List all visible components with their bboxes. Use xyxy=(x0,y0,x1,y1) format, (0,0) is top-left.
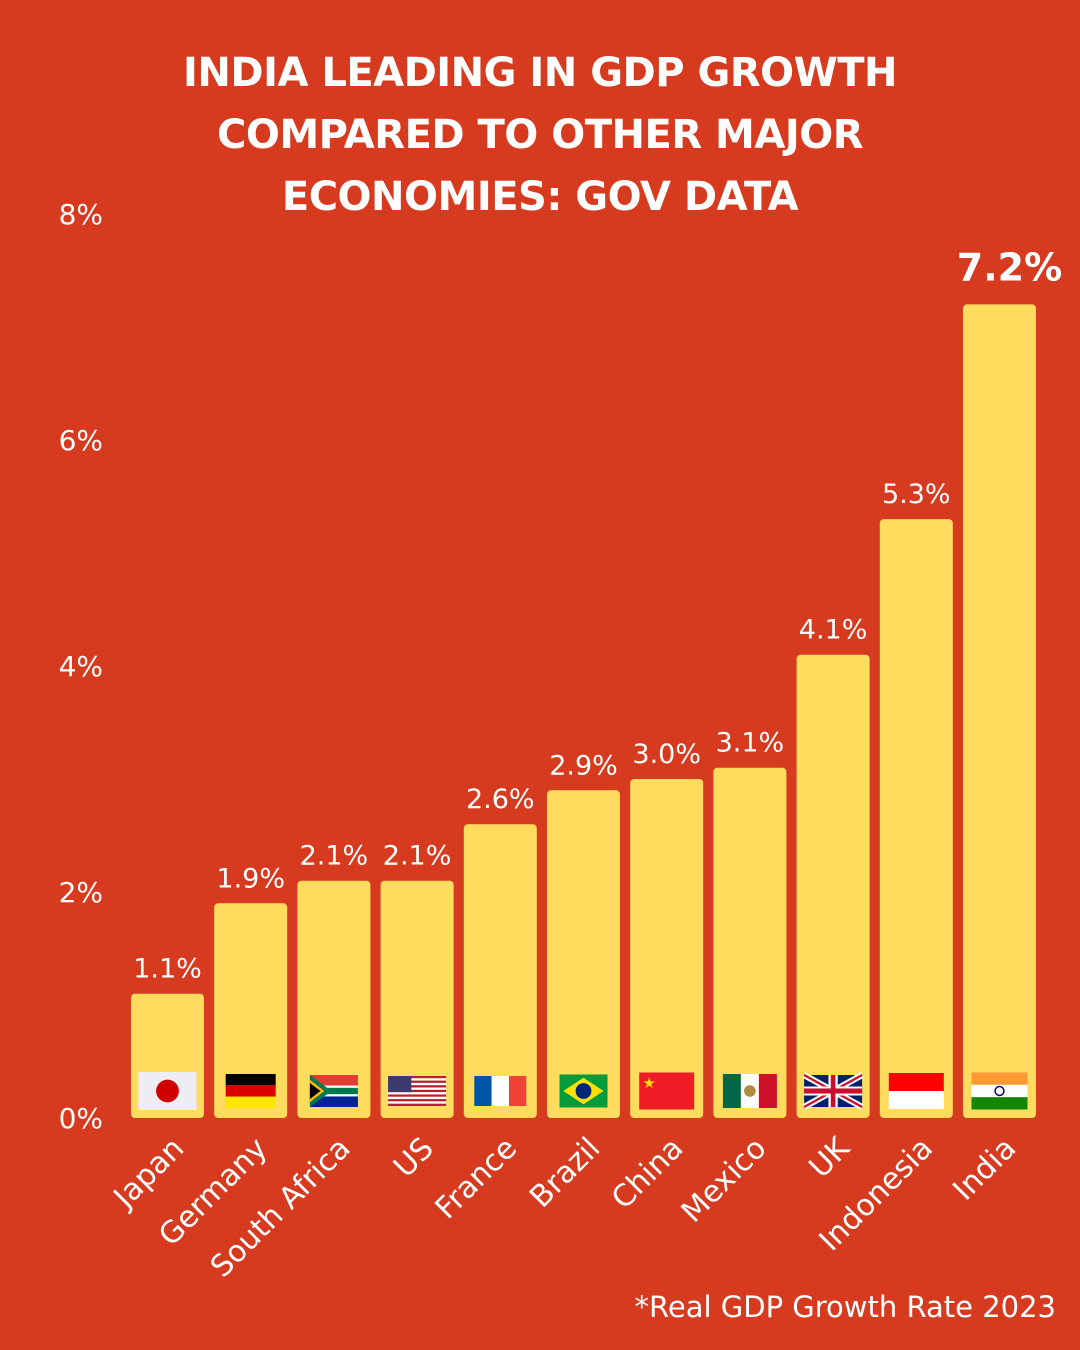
x-tick-label: US xyxy=(387,1131,441,1185)
data-label: 2.6% xyxy=(466,784,535,815)
germany-flag xyxy=(225,1074,276,1108)
bar-mexico xyxy=(713,767,787,1118)
bar-uk xyxy=(796,654,870,1118)
indonesia-flag xyxy=(888,1073,944,1109)
us-flag xyxy=(388,1076,447,1106)
bar-south-africa xyxy=(297,880,371,1118)
data-label: 1.9% xyxy=(216,863,285,894)
mexico-flag xyxy=(722,1074,777,1108)
bar-brazil xyxy=(547,790,620,1118)
x-tick-label: India xyxy=(946,1131,1023,1208)
title-line: INDIA LEADING IN GDP GROWTH xyxy=(183,50,898,96)
south-africa-flag xyxy=(309,1075,358,1107)
data-label: 7.2% xyxy=(957,245,1062,289)
bar-us xyxy=(380,880,454,1118)
title-line: COMPARED TO OTHER MAJOR xyxy=(217,112,864,158)
data-label: 3.0% xyxy=(632,739,701,770)
bar-france xyxy=(463,824,537,1118)
footnote: *Real GDP Growth Rate 2023 xyxy=(634,1290,1056,1324)
uk-flag xyxy=(802,1072,864,1110)
x-tick-label: Mexico xyxy=(675,1131,774,1230)
data-label: 2.1% xyxy=(300,841,369,872)
data-label: 5.3% xyxy=(882,479,951,510)
chart-title: INDIA LEADING IN GDP GROWTH COMPARED TO … xyxy=(0,42,1080,228)
data-label: 3.1% xyxy=(716,728,785,759)
y-tick-label: 4% xyxy=(59,650,103,683)
china-flag: ★ xyxy=(639,1072,695,1110)
title-line: ECONOMIES: GOV DATA xyxy=(281,174,799,220)
bar-indonesia xyxy=(879,519,953,1118)
x-tick-label: UK xyxy=(803,1130,858,1185)
data-label: 4.1% xyxy=(799,615,868,646)
data-label: 2.1% xyxy=(383,841,452,872)
y-tick-label: 8% xyxy=(59,198,103,231)
india-flag xyxy=(971,1072,1028,1110)
y-tick-label: 6% xyxy=(59,424,103,457)
bar-germany xyxy=(214,903,288,1118)
data-label: 2.9% xyxy=(549,750,618,781)
france-flag xyxy=(474,1076,527,1106)
svg-text:★: ★ xyxy=(642,1075,655,1092)
brazil-flag xyxy=(559,1074,608,1108)
y-tick-label: 2% xyxy=(59,876,103,909)
x-tick-label: France xyxy=(429,1131,524,1226)
bar-india xyxy=(963,304,1036,1118)
japan-flag xyxy=(138,1072,197,1110)
data-label: 1.1% xyxy=(133,954,202,985)
y-tick-label: 0% xyxy=(59,1102,103,1135)
x-tick-label: Brazil xyxy=(523,1131,607,1215)
bar-china xyxy=(630,779,704,1118)
